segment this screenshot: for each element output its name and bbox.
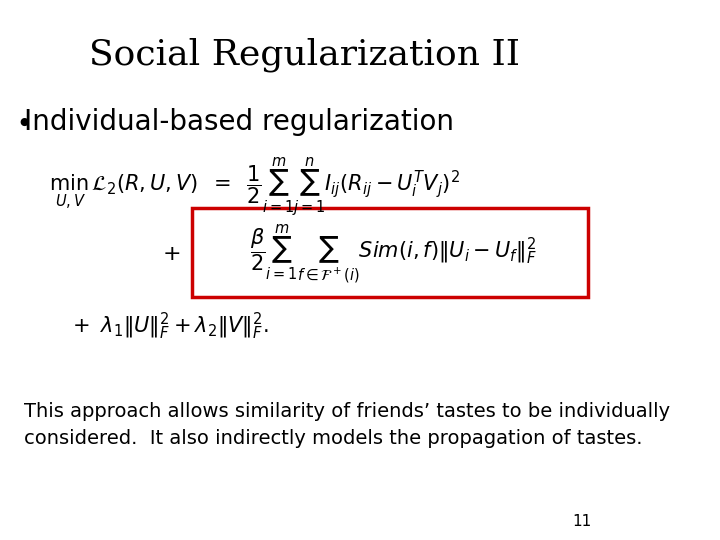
- Text: $+ \;\; \lambda_1 \|U\|_F^2 + \lambda_2 \|V\|_F^2.$: $+ \;\; \lambda_1 \|U\|_F^2 + \lambda_2 …: [72, 311, 269, 342]
- Text: considered.  It also indirectly models the propagation of tastes.: considered. It also indirectly models th…: [24, 429, 643, 448]
- Text: Individual-based regularization: Individual-based regularization: [24, 108, 454, 136]
- Text: $\dfrac{\beta}{2} \sum_{i=1}^{m} \sum_{f \in \mathcal{F}^+(i)} Sim(i,f)\|U_i - U: $\dfrac{\beta}{2} \sum_{i=1}^{m} \sum_{f…: [250, 222, 536, 286]
- Text: Social Regularization II: Social Regularization II: [89, 38, 521, 72]
- Text: $+$: $+$: [161, 243, 180, 265]
- Text: $\bullet$: $\bullet$: [15, 108, 30, 136]
- Text: This approach allows similarity of friends’ tastes to be individually: This approach allows similarity of frien…: [24, 402, 670, 421]
- Text: 11: 11: [572, 514, 591, 529]
- Text: $\underset{U,V}{\min}\, \mathcal{L}_2(R,U,V)$$\;\; = \;\; \dfrac{1}{2} \sum_{i=1: $\underset{U,V}{\min}\, \mathcal{L}_2(R,…: [49, 155, 460, 218]
